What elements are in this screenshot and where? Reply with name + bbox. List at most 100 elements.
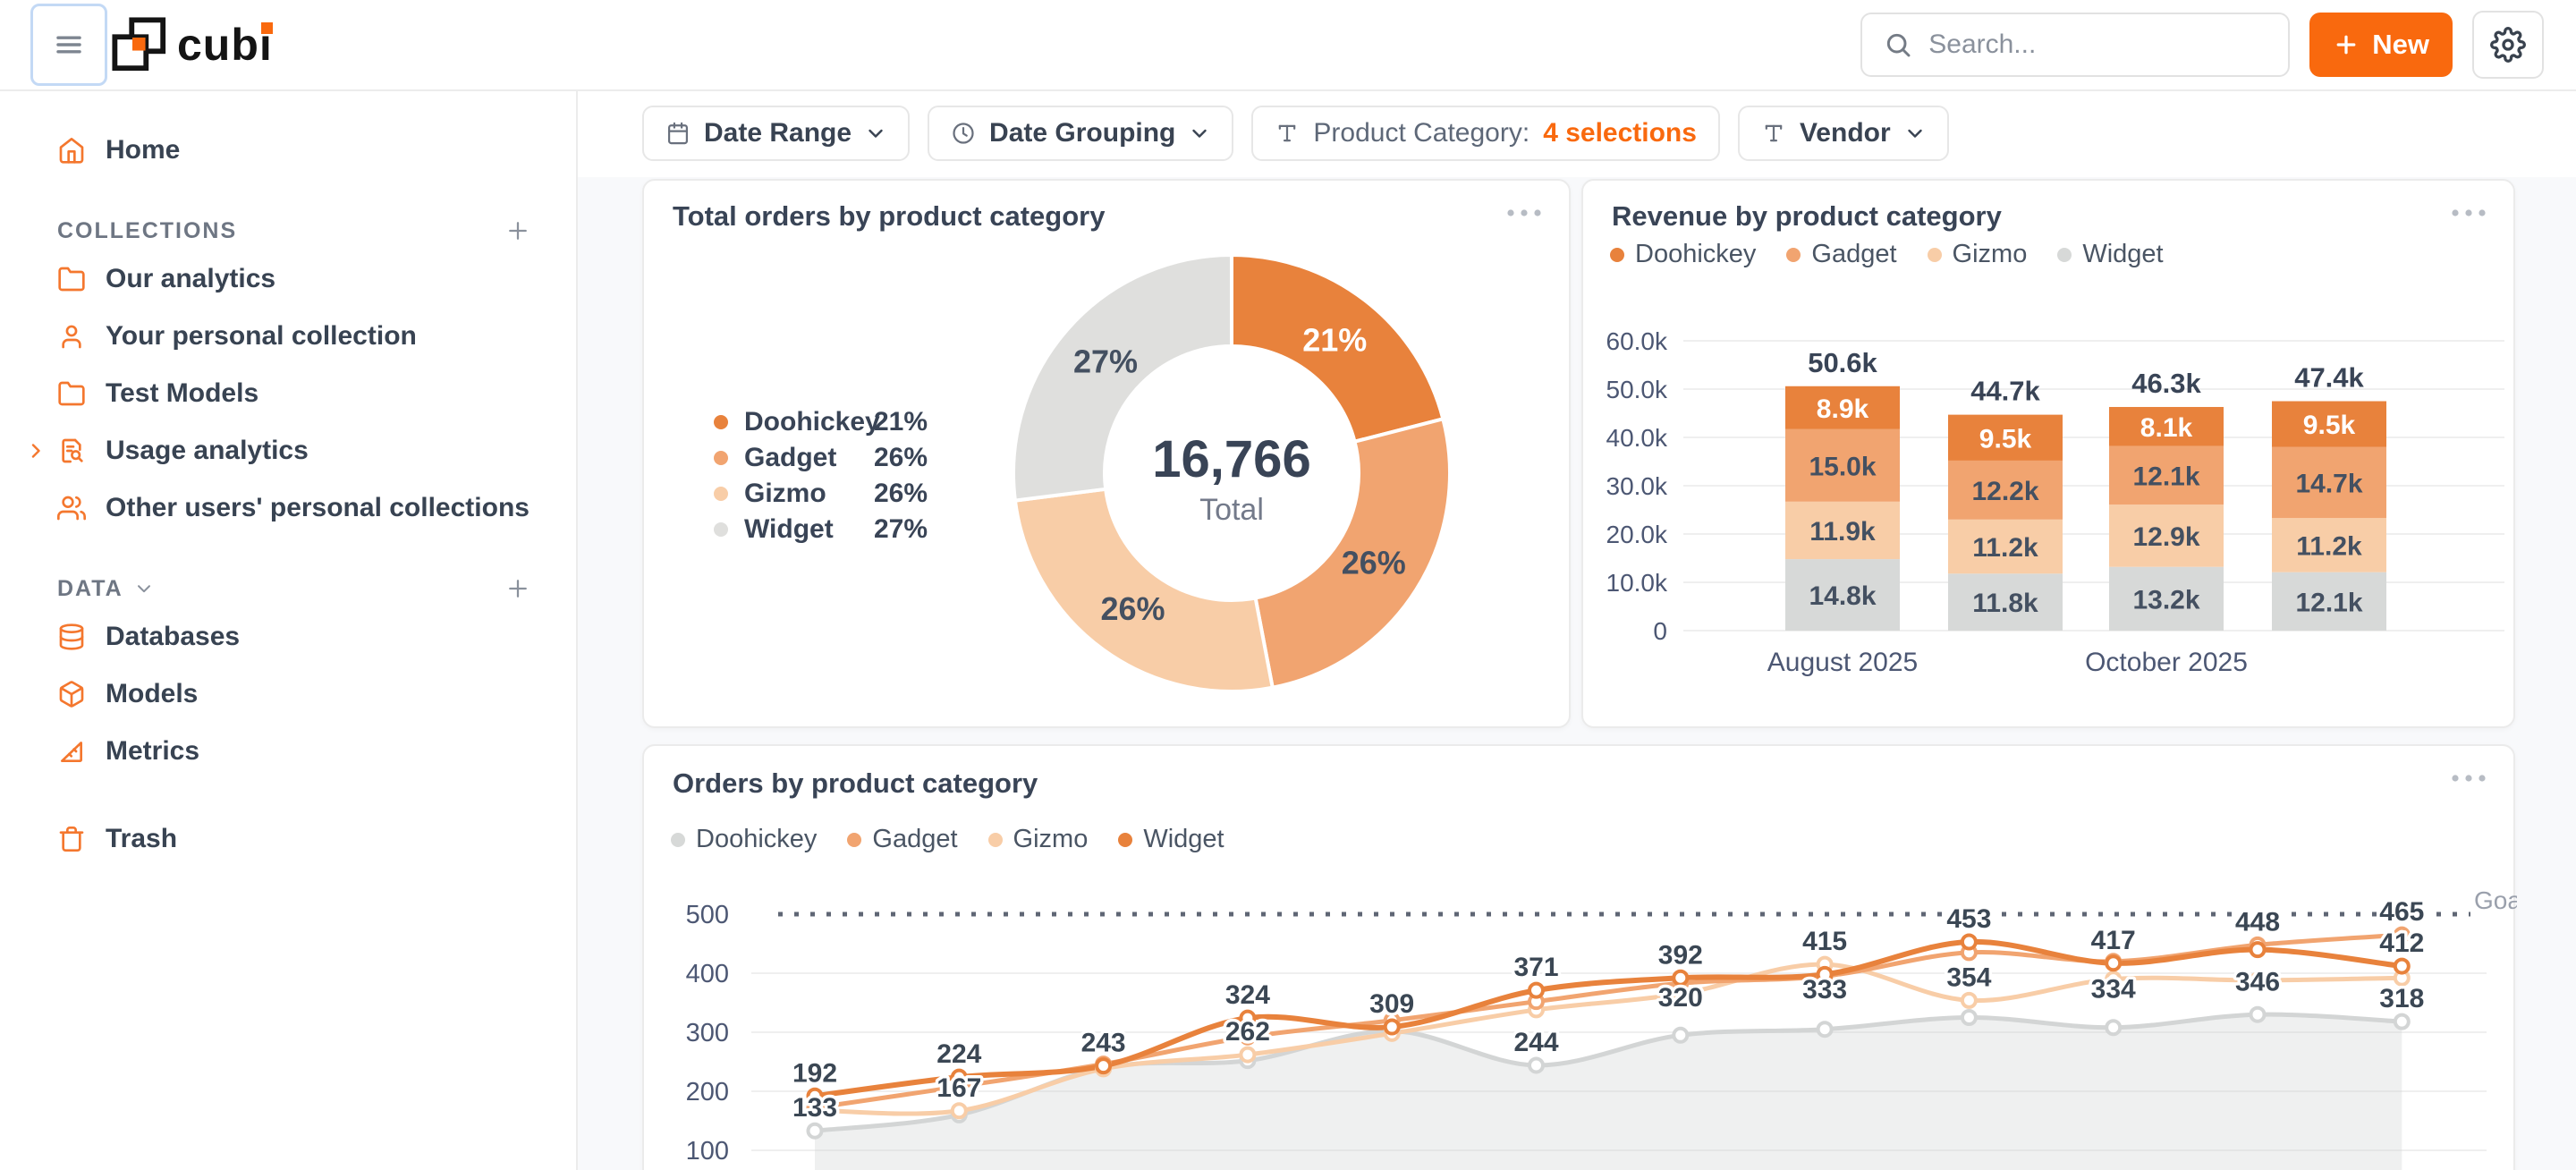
- data-point-widget[interactable]: [1095, 1057, 1113, 1075]
- legend-item-widget[interactable]: Widget 27%: [714, 512, 928, 547]
- data-point-doohickey[interactable]: [1672, 1026, 1690, 1044]
- sidebar-item-our-analytics[interactable]: Our analytics: [0, 250, 576, 308]
- legend-dot: [714, 487, 728, 501]
- legend-dot: [1786, 247, 1801, 262]
- bar-segment-doohickey[interactable]: [1948, 414, 2063, 461]
- bar-segment-widget[interactable]: [2272, 572, 2386, 631]
- donut-slice-gadget[interactable]: [1253, 417, 1452, 690]
- data-point-gadget[interactable]: [2393, 926, 2411, 944]
- bar-segment-widget[interactable]: [1785, 559, 1900, 631]
- sidebar-item-models[interactable]: Models: [0, 666, 576, 723]
- data-point-widget[interactable]: [1383, 1018, 1401, 1036]
- legend-item-doohickey[interactable]: Doohickey: [671, 825, 817, 854]
- stacked-bar-chart[interactable]: 60.0k 50.0k 40.0k 30.0k 20.0k 10.0k 0 14.8k 11.9…: [1583, 181, 2517, 730]
- svg-text:47.4k: 47.4k: [2294, 362, 2364, 394]
- sidebar-item-usage-analytics[interactable]: Usage analytics: [0, 422, 576, 479]
- data-point-gizmo[interactable]: [1239, 1046, 1257, 1064]
- data-point-doohickey[interactable]: [806, 1122, 824, 1140]
- legend-item-gadget[interactable]: Gadget 26%: [714, 440, 928, 476]
- legend-item-gizmo[interactable]: Gizmo: [1927, 240, 2027, 269]
- data-point-widget[interactable]: [2393, 957, 2411, 975]
- card-title: Total orders by product category: [673, 200, 1106, 232]
- svg-text:200: 200: [686, 1078, 729, 1106]
- new-button[interactable]: New: [2309, 13, 2453, 77]
- data-point-doohickey[interactable]: [2393, 1013, 2411, 1030]
- filter-date-range[interactable]: Date Range: [642, 106, 911, 161]
- data-point-doohickey[interactable]: [1816, 1021, 1834, 1039]
- sidebar-item-databases[interactable]: Databases: [0, 608, 576, 666]
- sidebar-toggle-button[interactable]: [30, 4, 107, 86]
- data-point-gizmo[interactable]: [2249, 971, 2267, 989]
- bar-segment-gizmo[interactable]: [2109, 504, 2224, 567]
- bar-segment-doohickey[interactable]: [2272, 401, 2386, 447]
- legend-item-gizmo[interactable]: Gizmo 26%: [714, 476, 928, 512]
- sidebar-item-metrics[interactable]: Metrics: [0, 723, 576, 780]
- legend-item-gadget[interactable]: Gadget: [847, 825, 958, 854]
- bar-segment-gadget[interactable]: [2109, 445, 2224, 505]
- donut-chart[interactable]: 21% 26% 26% 27% 16,766 Total: [644, 181, 1572, 730]
- data-point-gizmo[interactable]: [950, 1102, 968, 1120]
- bar-segment-widget[interactable]: [2109, 566, 2224, 631]
- legend-item-doohickey[interactable]: Doohickey 21%: [714, 404, 928, 440]
- bar-segment-doohickey[interactable]: [2109, 406, 2224, 446]
- filter-date-grouping[interactable]: Date Grouping: [928, 106, 1234, 161]
- filter-product-category[interactable]: Product Category: 4 selections: [1251, 106, 1720, 161]
- bar-segment-gadget[interactable]: [2272, 446, 2386, 519]
- legend-item-widget[interactable]: Widget: [1118, 825, 1224, 854]
- bar-segment-gadget[interactable]: [1785, 428, 1900, 502]
- svg-text:13.2k: 13.2k: [2132, 585, 2199, 615]
- sidebar-item-trash[interactable]: Trash: [0, 810, 576, 868]
- donut-slice-doohickey[interactable]: [1230, 253, 1445, 444]
- data-point-doohickey[interactable]: [2105, 1019, 2123, 1037]
- filter-vendor[interactable]: Vendor: [1737, 106, 1949, 161]
- data-point-widget[interactable]: [950, 1068, 968, 1086]
- sidebar-item-other-users-personal-collections[interactable]: Other users' personal collections: [0, 479, 576, 537]
- data-point-widget[interactable]: [806, 1087, 824, 1105]
- data-point-widget[interactable]: [1816, 965, 1834, 983]
- donut-slice-widget[interactable]: [1012, 253, 1233, 503]
- filter-label: Date Range: [704, 118, 852, 148]
- expand-chevron-icon[interactable]: [25, 440, 47, 462]
- data-point-gadget[interactable]: [1239, 1028, 1257, 1046]
- card-orders-line: Orders by product category Doohickey Gadg…: [642, 744, 2517, 1170]
- data-point-widget[interactable]: [2249, 941, 2267, 959]
- legend-item-gizmo[interactable]: Gizmo: [987, 825, 1088, 854]
- data-point-widget[interactable]: [1960, 933, 1978, 951]
- svg-text:10.0k: 10.0k: [1606, 569, 1668, 597]
- sidebar-item-home[interactable]: Home: [0, 122, 576, 179]
- donut-slice-gizmo[interactable]: [1013, 487, 1275, 693]
- data-point-gizmo[interactable]: [1960, 991, 1978, 1009]
- settings-button[interactable]: [2472, 11, 2544, 79]
- bar-segment-widget[interactable]: [1948, 573, 2063, 631]
- search-input[interactable]: [1927, 29, 2271, 61]
- add-data-button[interactable]: [504, 575, 531, 602]
- section-title[interactable]: DATA: [57, 576, 154, 602]
- search-input-container[interactable]: [1860, 13, 2291, 77]
- sidebar-item-test-models[interactable]: Test Models: [0, 365, 576, 422]
- data-point-doohickey[interactable]: [1528, 1056, 1545, 1074]
- data-point-gizmo[interactable]: [2105, 971, 2123, 988]
- legend-label: Gadget: [872, 825, 958, 853]
- bar-segment-gizmo[interactable]: [2272, 518, 2386, 572]
- card-menu-button[interactable]: [1504, 204, 1544, 222]
- legend-item-widget[interactable]: Widget: [2057, 240, 2164, 269]
- legend-item-doohickey[interactable]: Doohickey: [1610, 240, 1756, 269]
- data-point-doohickey[interactable]: [1960, 1009, 1978, 1026]
- bar-segment-gizmo[interactable]: [1785, 501, 1900, 560]
- bar-segment-gizmo[interactable]: [1948, 519, 2063, 574]
- legend-percent: 26%: [874, 443, 928, 472]
- line-chart[interactable]: 500 400 300 200 100 Goal 192 133 224 167 243 324 262…: [644, 746, 2517, 1170]
- sidebar-item-your-personal-collection[interactable]: Your personal collection: [0, 308, 576, 365]
- add-collections-button[interactable]: [504, 217, 531, 244]
- data-point-widget[interactable]: [1672, 969, 1690, 987]
- data-point-widget[interactable]: [2105, 954, 2123, 972]
- data-point-doohickey[interactable]: [2249, 1005, 2267, 1023]
- app-logo[interactable]: cubı: [111, 16, 273, 73]
- data-point-widget[interactable]: [1239, 1009, 1257, 1027]
- bar-segment-doohickey[interactable]: [1785, 386, 1900, 429]
- legend-item-gadget[interactable]: Gadget: [1786, 240, 1897, 269]
- bar-segment-gadget[interactable]: [1948, 460, 2063, 520]
- card-menu-button[interactable]: [2449, 204, 2488, 222]
- card-menu-button[interactable]: [2449, 769, 2488, 787]
- data-point-widget[interactable]: [1528, 981, 1545, 999]
